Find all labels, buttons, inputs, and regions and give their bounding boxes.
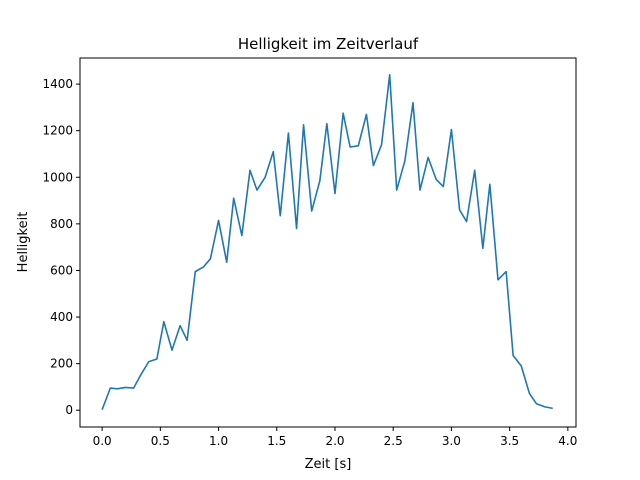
y-tick-label: 0 — [65, 403, 73, 417]
y-tick-label: 400 — [50, 310, 73, 324]
y-tick-label: 1200 — [42, 124, 73, 138]
x-tick-label: 4.0 — [558, 434, 577, 448]
x-tick-label: 0.0 — [93, 434, 112, 448]
x-axis-label: Zeit [s] — [305, 457, 352, 472]
x-tick-label: 2.5 — [384, 434, 403, 448]
x-tick-label: 3.0 — [442, 434, 461, 448]
x-tick-label: 1.5 — [267, 434, 286, 448]
y-tick-label: 200 — [50, 357, 73, 371]
y-tick-label: 600 — [50, 263, 73, 277]
y-axis-ticks: 0 200 400 600 800 1000 1200 1400 — [42, 77, 80, 417]
x-tick-label: 3.5 — [500, 434, 519, 448]
x-tick-label: 0.5 — [151, 434, 170, 448]
series-line-helligkeit — [101, 73, 553, 411]
plot-frame — [79, 57, 577, 428]
y-tick-label: 1000 — [42, 170, 73, 184]
y-tick-label: 800 — [50, 217, 73, 231]
x-tick-label: 2.0 — [325, 434, 344, 448]
series-points — [102, 74, 553, 410]
chart-title: Helligkeit im Zeitverlauf — [238, 35, 419, 53]
x-tick-label: 1.0 — [209, 434, 228, 448]
y-axis-label: Helligkeit — [16, 212, 31, 273]
x-axis-ticks: 0.0 0.5 1.0 1.5 2.0 2.5 3.0 3.5 4.0 — [93, 427, 577, 448]
y-tick-label: 1400 — [42, 77, 73, 91]
